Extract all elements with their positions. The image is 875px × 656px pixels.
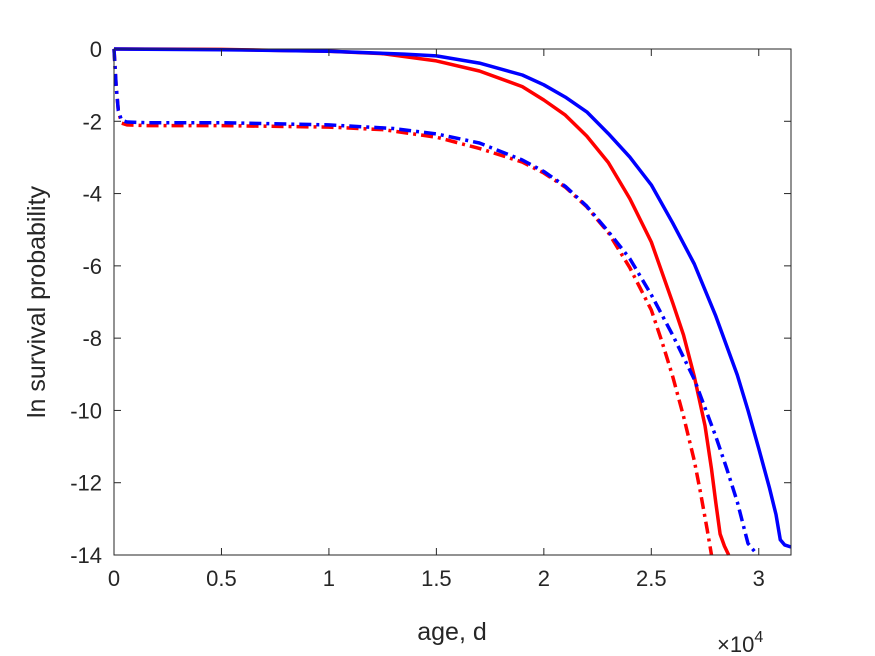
axes-box	[113, 48, 792, 556]
x-tick-label-5: 2.5	[636, 566, 667, 591]
x-tick-label-4: 2	[538, 566, 550, 591]
x-tick-label-1: 0.5	[206, 566, 237, 591]
x-axis-title: age, d	[417, 618, 487, 646]
tick-layer: 0 0.5 1 1.5 2 2.5 3 0 -2 -4 -6 -8 -10 -12 -14	[70, 37, 791, 591]
x-multiplier: ×104	[717, 629, 763, 656]
x-tick-label-0: 0	[108, 566, 120, 591]
y-tick-label-3: -6	[82, 254, 102, 279]
series-layer	[112, 47, 792, 556]
series-line-0	[113, 47, 731, 556]
x-multiplier-exponent: 4	[754, 629, 763, 646]
y-tick-label-2: -4	[82, 182, 102, 207]
series-line-1	[113, 47, 792, 549]
x-tick-label-6: 3	[753, 566, 765, 591]
y-tick-label-1: -2	[82, 109, 102, 134]
x-tick-label-2: 1	[323, 566, 335, 591]
y-tick-label-4: -8	[82, 326, 102, 351]
y-tick-label-0: 0	[90, 37, 102, 62]
y-tick-label-6: -12	[70, 471, 102, 496]
y-tick-label-7: -14	[70, 543, 102, 568]
x-tick-label-3: 1.5	[421, 566, 452, 591]
x-multiplier-base: ×10	[717, 632, 754, 656]
y-axis-title: ln survival probability	[23, 185, 51, 418]
y-tick-label-5: -10	[70, 398, 102, 423]
series-line-3	[112, 48, 756, 553]
plot-area	[114, 49, 791, 555]
